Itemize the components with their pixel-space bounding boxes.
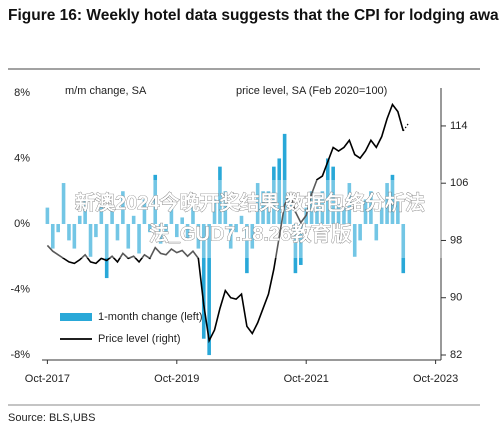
bar [374, 224, 379, 241]
bar [401, 224, 406, 274]
bar [299, 224, 303, 265]
legend-label: 1-month change (left) [98, 311, 203, 323]
legend-swatch [60, 313, 92, 321]
bar [196, 224, 201, 249]
bar [99, 204, 104, 224]
bar [110, 210, 114, 224]
bar [201, 224, 206, 339]
bar [212, 199, 217, 224]
y-tick-label: 8% [14, 87, 30, 99]
bar [309, 191, 314, 224]
bar [126, 224, 131, 249]
bar [185, 224, 190, 241]
bar [245, 224, 249, 274]
bar [174, 224, 179, 238]
bar [363, 199, 368, 224]
bar [336, 204, 341, 224]
bar [131, 215, 136, 224]
bar [369, 191, 373, 224]
chart-title: Figure 16: Weekly hotel data suggests th… [8, 7, 499, 24]
bar [67, 224, 71, 241]
bar [385, 183, 389, 224]
y2-tick-label: 90 [450, 292, 462, 304]
bar [320, 191, 325, 224]
watermark-band [0, 180, 499, 258]
bar [191, 204, 195, 224]
bar [347, 183, 352, 224]
y2-tick-label: 82 [450, 349, 462, 361]
bar [315, 199, 319, 224]
bar [137, 224, 141, 254]
projection-line [402, 122, 410, 132]
bar [56, 224, 60, 233]
bar [396, 199, 400, 224]
bar [207, 224, 211, 356]
bar [77, 215, 82, 224]
bar [390, 174, 395, 224]
bar [358, 224, 362, 241]
bar [153, 174, 158, 224]
x-tick-label: Oct-2017 [25, 373, 70, 385]
watermark-text: 新澳2024今晚开奖结果,数据包络分析法 [75, 190, 425, 214]
bar [104, 224, 109, 279]
bar [121, 191, 125, 224]
bar [83, 199, 87, 224]
bar [282, 133, 287, 224]
x-tick-label: Oct-2023 [413, 373, 458, 385]
bar [228, 224, 233, 249]
y-tick-label: -4% [10, 283, 30, 295]
bar [352, 224, 357, 257]
y2-tick-label: 98 [450, 234, 462, 246]
bar [50, 224, 55, 249]
x-tick-label: Oct-2019 [154, 373, 199, 385]
bar [158, 224, 163, 244]
watermark-text: 法_GUD7.18.26教育版 [149, 221, 351, 245]
y2-tick-label: 114 [450, 120, 468, 132]
bar [234, 224, 238, 233]
bar [239, 215, 244, 224]
y2-axis-label: price level, SA (Feb 2020=100) [236, 85, 387, 97]
legend-label: Price level (right) [98, 333, 181, 345]
bar [325, 158, 330, 224]
bar [261, 191, 265, 224]
bar [94, 224, 98, 238]
bar [45, 207, 50, 224]
bar [277, 158, 282, 224]
bar [342, 207, 346, 224]
source: Source: BLS,UBS [8, 412, 95, 424]
bar [61, 183, 66, 224]
bar [266, 191, 271, 224]
plot [45, 102, 410, 356]
price-line [46, 102, 405, 344]
y-tick-label: 4% [14, 152, 30, 164]
bar [164, 224, 168, 233]
y-tick-label: 0% [14, 218, 30, 230]
bar [169, 207, 174, 224]
y2-tick-label: 106 [450, 177, 468, 189]
bar [250, 224, 255, 249]
bar [115, 224, 120, 241]
bar [218, 166, 222, 224]
bar [293, 224, 298, 274]
bar [272, 166, 276, 224]
bar [148, 224, 152, 233]
bar [88, 224, 93, 257]
bar [142, 199, 147, 224]
bar [180, 217, 184, 224]
bar [288, 199, 292, 224]
x-tick-label: Oct-2021 [284, 373, 329, 385]
bar [223, 191, 228, 224]
bar [255, 183, 260, 224]
y-axis-label: m/m change, SA [65, 85, 147, 97]
bar [331, 166, 335, 224]
bar [72, 224, 77, 249]
bar [379, 207, 384, 224]
y-tick-label: -8% [10, 349, 30, 361]
